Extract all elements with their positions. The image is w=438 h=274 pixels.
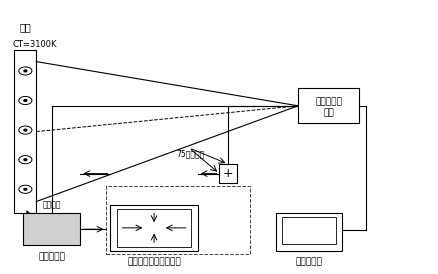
Bar: [106, 186, 250, 254]
Circle shape: [24, 159, 27, 161]
Bar: [14, 50, 36, 213]
Bar: [117, 209, 190, 247]
Text: 同步输入: 同步输入: [42, 200, 61, 209]
Text: 图形工作站: 图形工作站: [295, 258, 321, 267]
Text: 网络接口摄: 网络接口摄: [314, 97, 341, 106]
Text: 灯笱: 灯笱: [19, 22, 31, 33]
Bar: [23, 213, 80, 246]
Bar: [110, 205, 197, 251]
Text: CT=3100K: CT=3100K: [12, 40, 57, 49]
Circle shape: [24, 189, 27, 190]
Bar: [297, 88, 358, 124]
Bar: [282, 217, 335, 244]
Circle shape: [24, 129, 27, 131]
Text: 测试图: 测试图: [45, 232, 63, 242]
Text: 75欧姻终接: 75欧姻终接: [176, 150, 204, 159]
Bar: [276, 213, 341, 251]
Text: +: +: [223, 167, 233, 180]
Text: 像机: 像机: [322, 108, 333, 117]
Text: 图形发生器: 图形发生器: [38, 252, 65, 261]
Bar: [219, 164, 237, 183]
Text: 欠扫描彩色电视监视器: 欠扫描彩色电视监视器: [127, 258, 180, 267]
Circle shape: [24, 100, 27, 101]
Circle shape: [24, 70, 27, 72]
